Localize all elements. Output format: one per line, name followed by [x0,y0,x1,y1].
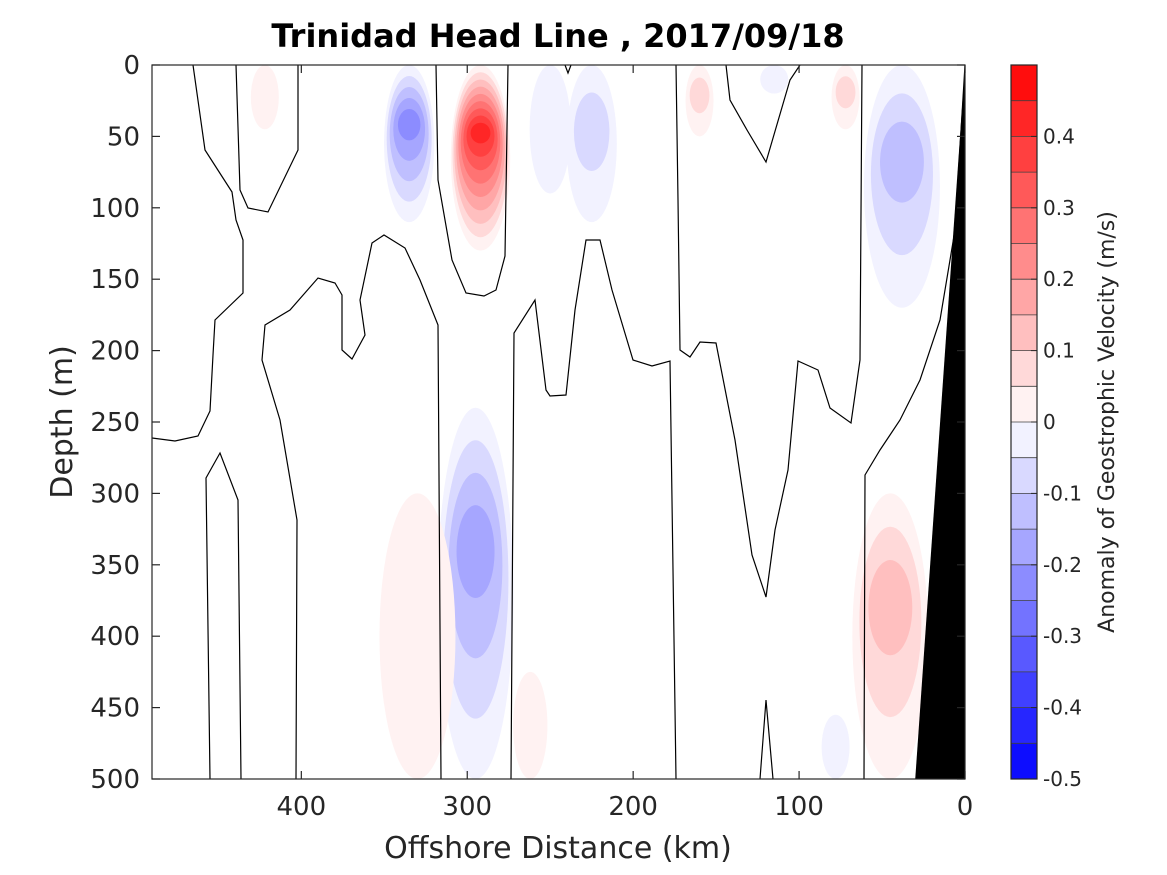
velocity-cell [379,493,456,779]
colorbar: 0.4 0.3 0.2 0.1 0 -0.1 -0.2 -0.3 -0.4 -0.5 [1010,64,1082,791]
zero-contour-line [152,65,244,442]
zero-contour-line [435,65,509,297]
velocity-cell [513,671,548,779]
y-tick-label: 150 [90,265,140,295]
contour-band [379,493,456,779]
contour-band [470,122,491,144]
y-tick-label: 100 [90,194,140,224]
colorbar-step [1011,636,1037,673]
zero-contour-line [863,65,965,779]
colorbar-tick-label: 0.2 [1043,267,1075,291]
velocity-cell [437,407,514,779]
contour-fills [152,65,965,779]
colorbar-tick-label: -0.3 [1043,624,1082,648]
zero-contour-line [261,234,442,779]
zero-contour-line [564,65,572,75]
velocity-cell [529,65,571,194]
y-tick-label: 300 [90,479,140,509]
zero-contour-line [759,699,774,779]
colorbar-tick-label: 0.4 [1043,124,1075,148]
velocity-cell [863,65,940,308]
colorbar-tick-label: -0.2 [1043,553,1082,577]
colorbar-step [1011,279,1037,316]
y-tick-label: 350 [90,551,140,581]
contour-band [821,714,850,779]
x-tick-label: 400 [277,792,327,822]
colorbar-step [1011,314,1037,352]
velocity-cell [250,65,279,130]
contour-band [835,76,856,109]
zero-contour-line [725,65,801,164]
y-axis-label: Depth (m) [45,345,80,499]
y-tick-label: 50 [107,122,140,152]
contour-band [760,65,789,94]
x-tick-label: 300 [442,792,492,822]
contour-band [513,671,548,779]
contour-band [456,505,495,599]
contour-band [689,77,710,114]
velocity-cell [685,65,714,137]
colorbar-step [1011,172,1037,209]
velocity-cell [831,65,860,130]
y-tick-label: 400 [90,622,140,652]
y-axis: 0 50 100 150 200 250 300 350 400 450 500 [90,51,965,795]
y-tick-label: 0 [123,51,140,81]
x-tick-label: 0 [957,792,974,822]
colorbar-step [1011,65,1037,102]
contour-band [529,65,571,194]
velocity-cell [384,65,435,223]
velocity-cell [821,714,850,779]
contour-band [573,92,610,172]
colorbar-step [1011,600,1037,637]
y-tick-label: 200 [90,337,140,367]
contour-band [250,65,279,130]
velocity-cell [450,65,511,251]
colorbar-tick-label: 0.1 [1043,339,1075,363]
colorbar-step [1011,386,1037,423]
colorbar-tick-label: -0.1 [1043,481,1082,505]
y-tick-label: 450 [90,694,140,724]
colorbar-step [1011,100,1037,137]
colorbar-step [1011,707,1037,744]
zero-contour-line [205,451,242,779]
x-tick-label: 100 [774,792,824,822]
colorbar-step [1011,493,1037,530]
colorbar-step [1011,422,1037,459]
chart-title: Trinidad Head Line , 2017/09/18 [271,17,844,55]
colorbar-tick-label: -0.5 [1043,767,1082,791]
colorbar-tick-label: 0.3 [1043,196,1075,220]
velocity-cell [852,493,929,779]
colorbar-step [1011,243,1037,280]
plot-area: 400 300 200 100 0 0 50 100 150 200 250 300 350 400 45… [90,51,973,822]
x-axis-label: Offshore Distance (km) [384,831,732,866]
colorbar-step [1011,350,1037,387]
colorbar-tick-label: -0.4 [1043,696,1082,720]
velocity-cell [566,65,617,223]
zero-contour-line [235,65,299,213]
colorbar-label: Anomaly of Geostrophic Velocity (m/s) [1095,211,1120,633]
colorbar-step [1011,564,1037,601]
zero-contour-line [675,65,863,598]
colorbar-step [1011,457,1037,494]
colorbar-tick-label: 0 [1043,410,1056,434]
contour-band [880,121,924,203]
colorbar-step [1011,136,1037,173]
contour-band [397,108,421,141]
y-tick-label: 500 [90,765,140,795]
colorbar-step [1011,671,1037,709]
colorbar-step [1011,743,1037,780]
zero-contour-line [510,239,677,779]
contour-band [868,560,913,656]
zero-contours [152,65,965,779]
velocity-cell [760,65,789,94]
colorbar-step [1011,529,1037,566]
x-tick-label: 200 [608,792,658,822]
colorbar-step [1011,207,1037,244]
y-tick-label: 250 [90,408,140,438]
x-axis: 400 300 200 100 0 [277,65,974,822]
